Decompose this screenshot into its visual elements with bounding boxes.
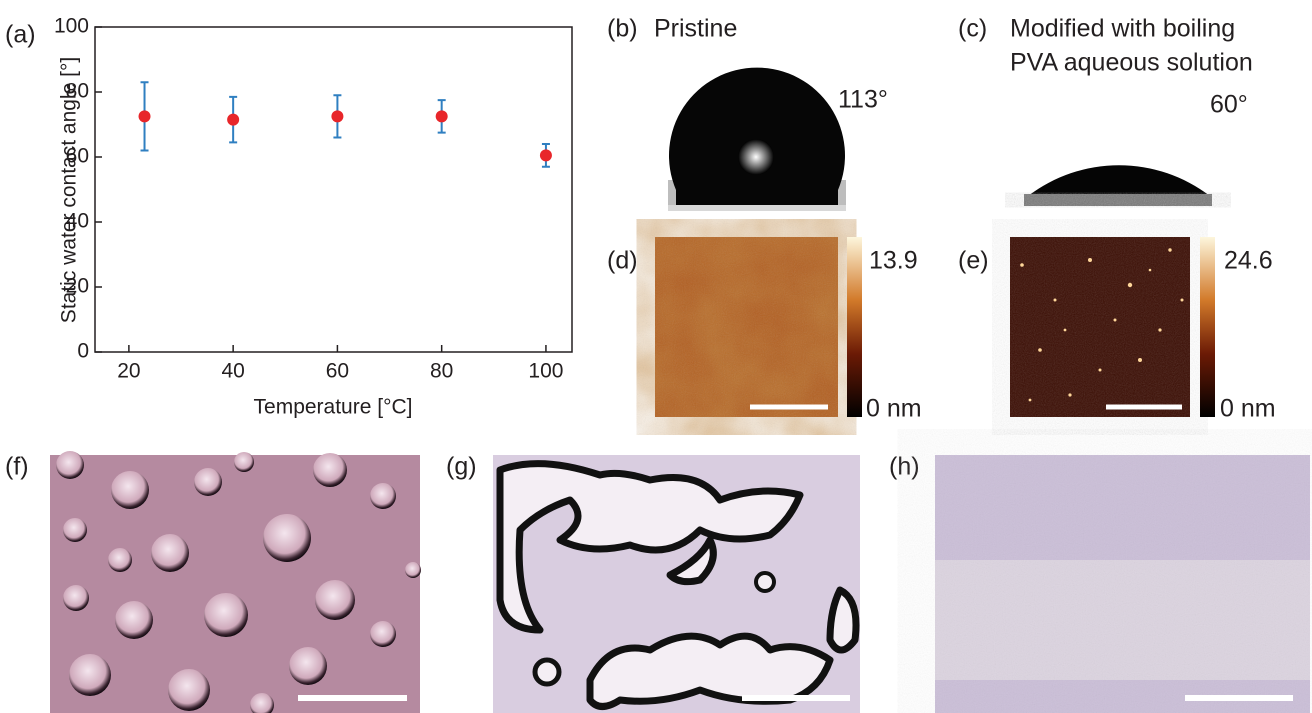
data-point [227,114,239,126]
droplet-image [1024,165,1212,206]
colorbar [847,237,862,417]
panel-label: (d) [607,247,638,275]
micrograph [50,451,421,713]
micrograph [493,455,860,713]
data-point [436,110,448,122]
contact-angle: 60° [1210,91,1248,119]
colorbar-min: 0 nm [1220,395,1276,423]
plot-frame [95,27,572,352]
panel-title: Pristine [654,15,737,43]
panel-label: (g) [446,453,477,481]
x-tick-label: 80 [430,360,453,383]
panel-label: (c) [958,15,987,43]
panel-label: (h) [889,453,920,481]
x-axis-label: Temperature [°C] [254,396,413,419]
x-tick-label: 40 [221,360,244,383]
contact-angle: 113° [838,86,888,114]
panel-label: (a) [5,21,36,49]
y-tick-label: 100 [54,15,89,38]
y-tick-label: 0 [77,340,89,363]
x-tick-label: 20 [117,360,140,383]
panel-label: (f) [5,453,29,481]
droplet-image [668,68,846,211]
afm-image [1010,237,1190,417]
colorbar-min: 0 nm [866,395,922,423]
panel-label: (e) [958,247,989,275]
colorbar [1200,237,1215,417]
colorbar-max: 13.9 [869,247,918,275]
data-point [331,110,343,122]
panel-title: PVA aqueous solution [1010,49,1253,77]
y-axis-label: Static water contact angle [°] [58,57,81,323]
figure: (a) 02040608010020406080100 Temperature … [0,0,1312,713]
micrograph [935,455,1310,713]
data-point [540,149,552,161]
colorbar-max: 24.6 [1224,247,1273,275]
data-point [139,110,151,122]
panel-title: Modified with boiling [1010,15,1235,43]
x-tick-label: 60 [326,360,349,383]
panel-label: (b) [607,15,638,43]
afm-image [655,237,838,417]
x-tick-label: 100 [528,360,563,383]
